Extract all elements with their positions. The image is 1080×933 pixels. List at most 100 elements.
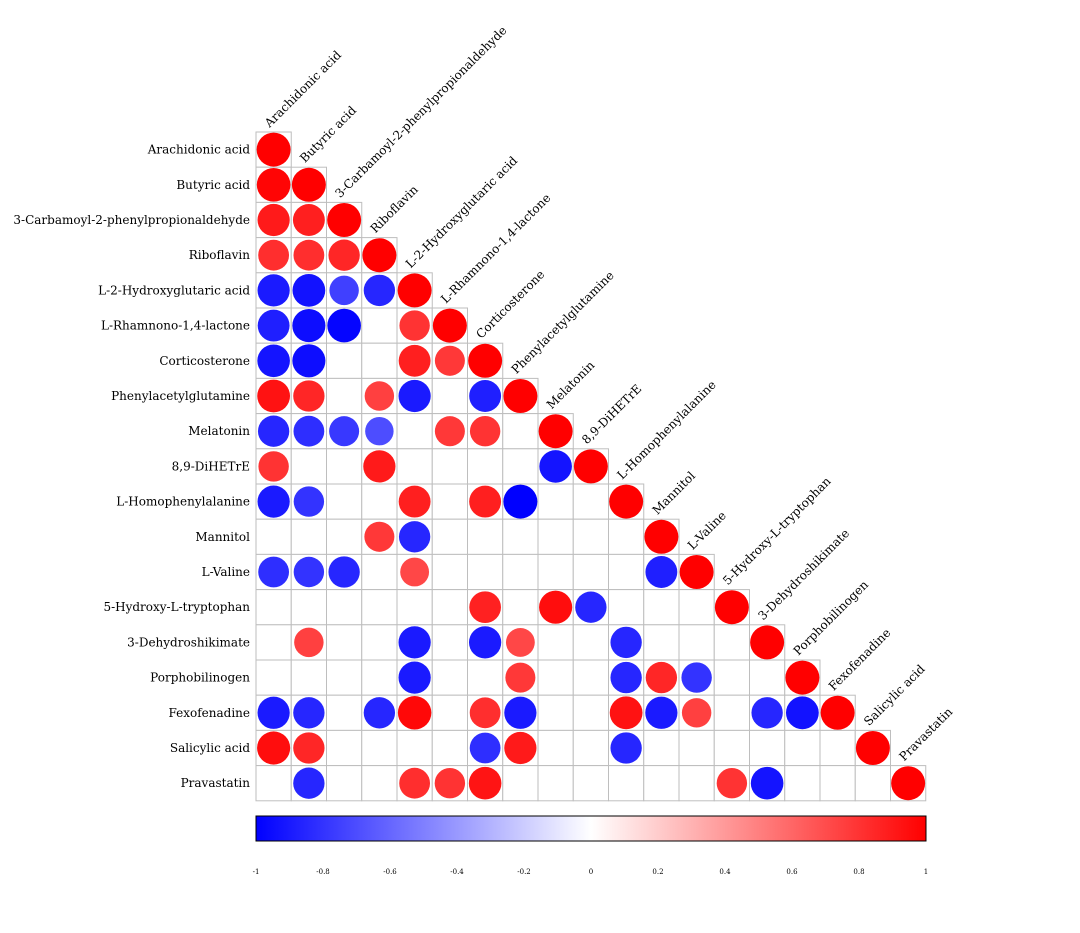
corr-circle-corticosterone-arachidonic-acid [257,344,290,378]
grid-cell [290,589,327,626]
grid-cell [608,518,645,555]
grid-cell [431,729,468,767]
row-label-l-rhamnono-1-4-lactone: L-Rhamnono-1,4-lactone [101,319,250,333]
grid-cell [290,448,327,485]
corr-circle-l-homophenylalanine-corticosterone [469,485,502,518]
grid-cell [643,589,680,626]
grid-cell [255,518,292,555]
color-legend-tick-label: -0.6 [383,868,397,876]
corr-circle-corticosterone-butyric-acid [292,344,326,378]
row-label-phenylacetylglutamine: Phenylacetylglutamine [111,389,250,403]
corr-circle-3-carbamoyl-2-phenylpropionaldehyde-3-carbamoyl-2-phenylpropionaldehyde [327,203,362,237]
corr-circle-8-9-dihetre-arachidonic-acid [258,451,289,482]
grid-cell [537,483,574,520]
grid-cell [361,483,398,520]
column-label-8-9-dihetre: 8,9-DiHETrE [579,382,644,447]
corr-circle-melatonin-riboflavin [365,416,394,446]
corr-circle-l-valine-l-2-hydroxyglutaric-acid [400,557,430,587]
column-label-salicylic-acid: Salicylic acid [861,662,928,729]
grid-cell [537,694,574,731]
grid-cell [467,659,504,696]
grid-cell [537,729,574,767]
corr-circle-porphobilinogen-l-valine [681,662,712,693]
grid-cell [396,448,433,485]
corr-circle-salicylic-acid-arachidonic-acid [257,731,291,765]
grid-cell [361,307,398,344]
grid-cell [326,589,363,626]
grid-cell [502,589,539,626]
corr-circle-melatonin-l-rhamnono-1-4-lactone [434,416,465,447]
corr-circle-porphobilinogen-mannitol [645,661,678,694]
column-label-mannitol: Mannitol [650,469,699,518]
column-label-l-2-hydroxyglutaric-acid: L-2-Hydroxyglutaric acid [403,153,521,271]
corr-circle-l-homophenylalanine-butyric-acid [293,486,325,517]
row-label-riboflavin: Riboflavin [189,248,251,262]
corr-circle-l-rhamnono-1-4-lactone-l-2-hydroxyglutaric-acid [399,310,430,341]
grid-cell [678,765,715,802]
corr-circle-8-9-dihetre-8-9-dihetre [573,449,608,484]
grid-cell [502,765,539,802]
corr-circle-phenylacetylglutamine-butyric-acid [293,380,325,412]
corr-circle-porphobilinogen-porphobilinogen [785,660,820,695]
grid-cell [572,729,609,767]
row-label-arachidonic-acid: Arachidonic acid [147,143,251,157]
corr-circle-melatonin-arachidonic-acid [257,415,290,447]
corr-circle-l-homophenylalanine-l-2-hydroxyglutaric-acid [398,485,431,518]
corr-circle-pravastatin-l-rhamnono-1-4-lactone [434,767,466,799]
corr-circle-3-dehydroshikimate-l-homophenylalanine [610,626,642,659]
corr-circle-5-hydroxy-l-tryptophan-5-hydroxy-l-tryptophan [714,590,749,625]
grid-cell [361,624,398,661]
corr-circle-corticosterone-l-2-hydroxyglutaric-acid [398,344,431,377]
corr-circle-3-dehydroshikimate-butyric-acid [294,627,324,658]
corr-circle-phenylacetylglutamine-corticosterone [469,380,502,412]
grid-cell [467,518,504,555]
grid-cell [361,553,398,591]
grid-cell [713,694,750,731]
corr-circle-fexofenadine-porphobilinogen [785,696,819,730]
corr-circle-melatonin-corticosterone [469,415,501,447]
corr-circle-riboflavin-arachidonic-acid [258,239,290,271]
corr-circle-5-hydroxy-l-tryptophan-corticosterone [469,591,501,624]
grid-cell [396,729,433,767]
grid-cell [361,729,398,767]
corr-circle-salicylic-acid-corticosterone [469,732,501,764]
grid-cell [713,729,750,767]
grid-cell [326,694,363,731]
row-label-butyric-acid: Butyric acid [176,178,250,192]
grid-cell [678,589,715,626]
corr-circle-salicylic-acid-salicylic-acid [855,731,890,765]
corr-circle-pravastatin-5-hydroxy-l-tryptophan [716,767,748,799]
grid-cell [326,342,363,379]
grid-cell [608,589,645,626]
grid-cell [326,765,363,802]
row-label-salicylic-acid: Salicylic acid [170,741,250,755]
corr-circle-fexofenadine-3-dehydroshikimate [751,697,783,729]
grid-cell [431,483,468,520]
corr-circle-fexofenadine-arachidonic-acid [257,696,290,729]
corr-circle-phenylacetylglutamine-phenylacetylglutamine [503,379,538,413]
grid-cell [361,659,398,696]
grid-cell [290,518,327,555]
grid-cell [361,342,398,379]
grid-cell [502,448,539,485]
grid-cell [431,377,468,415]
grid-cell [572,518,609,555]
corr-circle-l-2-hydroxyglutaric-acid-3-carbamoyl-2-phenylpropionaldehyde [329,275,359,306]
color-legend-tick-label: -0.2 [517,868,531,876]
grid-cell [749,729,786,767]
column-label-melatonin: Melatonin [544,358,598,412]
color-legend-tick-label: 1 [924,868,928,876]
corr-circle-phenylacetylglutamine-riboflavin [364,381,395,411]
grid-cell [361,765,398,802]
corr-circle-8-9-dihetre-riboflavin [363,450,396,483]
corr-circle-fexofenadine-phenylacetylglutamine [504,696,537,729]
corr-circle-porphobilinogen-phenylacetylglutamine [505,662,536,693]
grid-cell [502,413,539,450]
grid-cell [572,765,609,802]
corr-circle-fexofenadine-riboflavin [363,697,396,729]
column-label-fexofenadine: Fexofenadine [826,626,894,694]
grid-cell [290,659,327,696]
corr-circle-fexofenadine-l-2-hydroxyglutaric-acid [397,696,432,730]
grid-cell [819,765,856,802]
